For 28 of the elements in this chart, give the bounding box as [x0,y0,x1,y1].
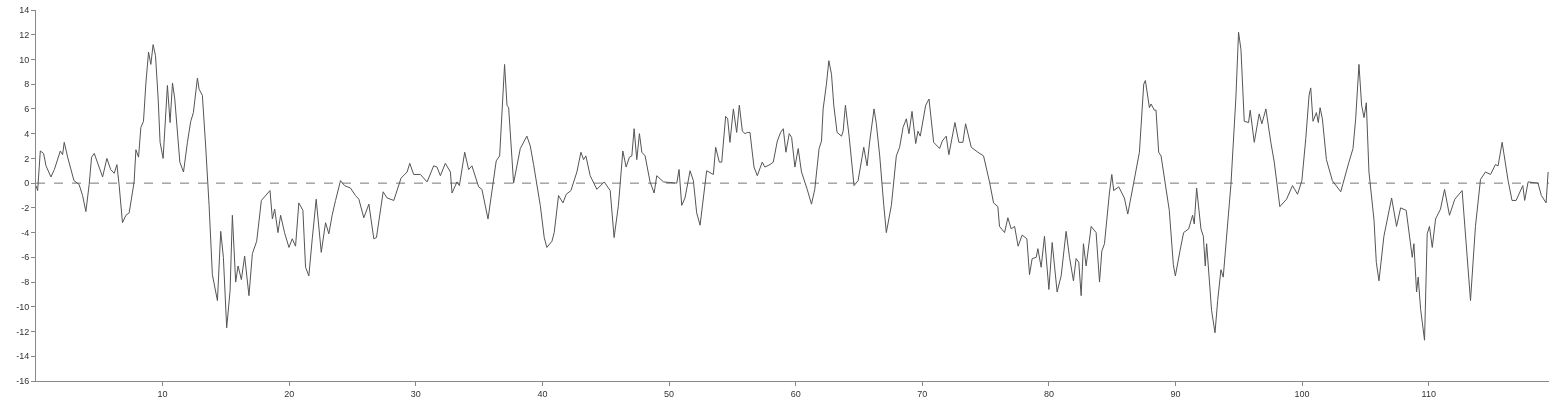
x-tick-label: 90 [1170,388,1181,399]
y-tick-label: -14 [16,351,30,362]
y-tick-label: 14 [19,5,30,16]
x-tick-label: 110 [1421,388,1436,399]
y-tick-label: 0 [24,178,30,189]
y-tick-label: 4 [24,128,30,139]
x-tick-label: 80 [1043,388,1054,399]
y-tick-label: -12 [16,326,30,337]
y-tick-label: -10 [16,301,30,312]
y-tick-label: 8 [24,79,30,90]
x-tick-label: 30 [410,388,421,399]
y-tick-label: -8 [21,277,30,288]
x-tick-label: 40 [537,388,548,399]
y-tick-label: 10 [19,54,30,65]
y-tick-label: -16 [16,376,30,387]
x-tick-label: 70 [917,388,928,399]
x-tick-label: 50 [664,388,675,399]
y-tick-label: 2 [24,153,30,164]
y-tick-label: -4 [21,227,30,238]
y-tick-label: 12 [19,29,30,40]
y-tick-label: 6 [24,104,30,115]
line-series [36,31,1549,341]
x-tick-label: 10 [157,388,168,399]
x-tick-label: 100 [1294,388,1310,399]
y-tick-label: -2 [21,203,30,214]
x-tick-label: 20 [284,388,295,399]
x-tick-label: 60 [790,388,801,399]
y-tick-label: -6 [21,252,30,263]
